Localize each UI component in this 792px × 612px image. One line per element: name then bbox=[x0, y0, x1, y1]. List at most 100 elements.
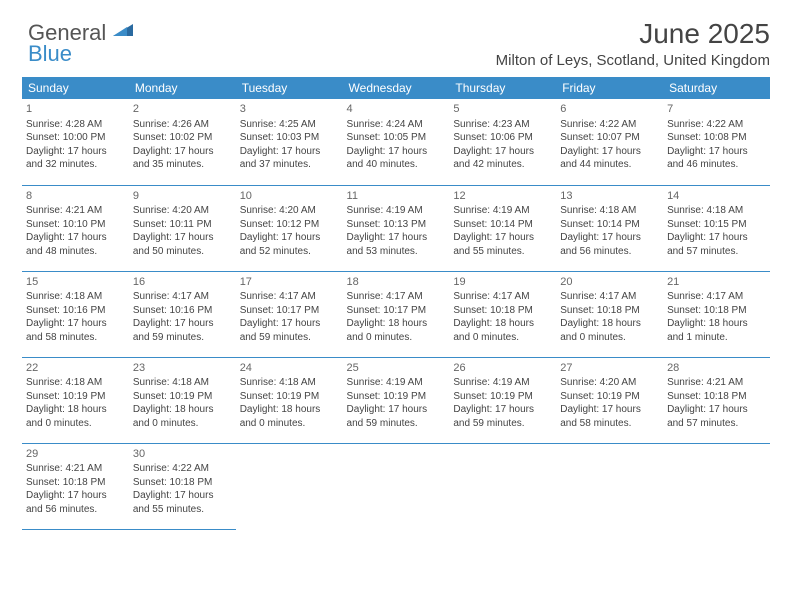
daylight-text: Daylight: 17 hours and 48 minutes. bbox=[26, 231, 125, 258]
calendar-cell: 16Sunrise: 4:17 AMSunset: 10:16 PMDaylig… bbox=[129, 271, 236, 357]
calendar-cell: 27Sunrise: 4:20 AMSunset: 10:19 PMDaylig… bbox=[556, 357, 663, 443]
sunset-text: Sunset: 10:19 PM bbox=[240, 390, 339, 404]
sunrise-text: Sunrise: 4:18 AM bbox=[240, 376, 339, 390]
sunset-text: Sunset: 10:14 PM bbox=[453, 218, 552, 232]
calendar-table: Sunday Monday Tuesday Wednesday Thursday… bbox=[22, 77, 770, 530]
daylight-text: Daylight: 17 hours and 37 minutes. bbox=[240, 145, 339, 172]
sunrise-text: Sunrise: 4:22 AM bbox=[560, 118, 659, 132]
sunrise-text: Sunrise: 4:18 AM bbox=[26, 290, 125, 304]
sunset-text: Sunset: 10:16 PM bbox=[133, 304, 232, 318]
calendar-cell: 8Sunrise: 4:21 AMSunset: 10:10 PMDayligh… bbox=[22, 185, 129, 271]
calendar-cell: 15Sunrise: 4:18 AMSunset: 10:16 PMDaylig… bbox=[22, 271, 129, 357]
sunrise-text: Sunrise: 4:20 AM bbox=[560, 376, 659, 390]
calendar-cell: 18Sunrise: 4:17 AMSunset: 10:17 PMDaylig… bbox=[343, 271, 450, 357]
daylight-text: Daylight: 17 hours and 57 minutes. bbox=[667, 403, 766, 430]
calendar-cell: 7Sunrise: 4:22 AMSunset: 10:08 PMDayligh… bbox=[663, 99, 770, 185]
sunset-text: Sunset: 10:15 PM bbox=[667, 218, 766, 232]
day-number: 22 bbox=[26, 361, 125, 376]
daylight-text: Daylight: 17 hours and 58 minutes. bbox=[560, 403, 659, 430]
calendar-cell: 17Sunrise: 4:17 AMSunset: 10:17 PMDaylig… bbox=[236, 271, 343, 357]
calendar-cell: 3Sunrise: 4:25 AMSunset: 10:03 PMDayligh… bbox=[236, 99, 343, 185]
sunrise-text: Sunrise: 4:22 AM bbox=[667, 118, 766, 132]
daylight-text: Daylight: 18 hours and 0 minutes. bbox=[240, 403, 339, 430]
day-number: 18 bbox=[347, 275, 446, 290]
sunrise-text: Sunrise: 4:25 AM bbox=[240, 118, 339, 132]
weekday-header: Sunday bbox=[22, 77, 129, 99]
sunrise-text: Sunrise: 4:18 AM bbox=[133, 376, 232, 390]
calendar-cell: 2Sunrise: 4:26 AMSunset: 10:02 PMDayligh… bbox=[129, 99, 236, 185]
sunset-text: Sunset: 10:12 PM bbox=[240, 218, 339, 232]
sunset-text: Sunset: 10:19 PM bbox=[560, 390, 659, 404]
sunrise-text: Sunrise: 4:17 AM bbox=[453, 290, 552, 304]
calendar-cell: 4Sunrise: 4:24 AMSunset: 10:05 PMDayligh… bbox=[343, 99, 450, 185]
day-number: 21 bbox=[667, 275, 766, 290]
sunrise-text: Sunrise: 4:28 AM bbox=[26, 118, 125, 132]
calendar-row: 8Sunrise: 4:21 AMSunset: 10:10 PMDayligh… bbox=[22, 185, 770, 271]
daylight-text: Daylight: 18 hours and 0 minutes. bbox=[453, 317, 552, 344]
calendar-cell: 5Sunrise: 4:23 AMSunset: 10:06 PMDayligh… bbox=[449, 99, 556, 185]
day-number: 10 bbox=[240, 189, 339, 204]
daylight-text: Daylight: 17 hours and 55 minutes. bbox=[453, 231, 552, 258]
calendar-cell: 24Sunrise: 4:18 AMSunset: 10:19 PMDaylig… bbox=[236, 357, 343, 443]
sunrise-text: Sunrise: 4:21 AM bbox=[26, 462, 125, 476]
sunset-text: Sunset: 10:18 PM bbox=[26, 476, 125, 490]
day-number: 1 bbox=[26, 102, 125, 117]
day-number: 14 bbox=[667, 189, 766, 204]
calendar-cell: 28Sunrise: 4:21 AMSunset: 10:18 PMDaylig… bbox=[663, 357, 770, 443]
weekday-header: Tuesday bbox=[236, 77, 343, 99]
sunrise-text: Sunrise: 4:18 AM bbox=[26, 376, 125, 390]
daylight-text: Daylight: 17 hours and 59 minutes. bbox=[133, 317, 232, 344]
day-number: 23 bbox=[133, 361, 232, 376]
sunset-text: Sunset: 10:19 PM bbox=[453, 390, 552, 404]
sunrise-text: Sunrise: 4:17 AM bbox=[560, 290, 659, 304]
day-number: 28 bbox=[667, 361, 766, 376]
day-number: 6 bbox=[560, 102, 659, 117]
daylight-text: Daylight: 17 hours and 52 minutes. bbox=[240, 231, 339, 258]
sunrise-text: Sunrise: 4:17 AM bbox=[133, 290, 232, 304]
weekday-header: Saturday bbox=[663, 77, 770, 99]
calendar-cell: 1Sunrise: 4:28 AMSunset: 10:00 PMDayligh… bbox=[22, 99, 129, 185]
sunset-text: Sunset: 10:18 PM bbox=[667, 390, 766, 404]
daylight-text: Daylight: 17 hours and 59 minutes. bbox=[347, 403, 446, 430]
sunrise-text: Sunrise: 4:23 AM bbox=[453, 118, 552, 132]
day-number: 9 bbox=[133, 189, 232, 204]
sunrise-text: Sunrise: 4:20 AM bbox=[240, 204, 339, 218]
day-number: 26 bbox=[453, 361, 552, 376]
logo-triangle-icon bbox=[113, 22, 133, 41]
sunrise-text: Sunrise: 4:24 AM bbox=[347, 118, 446, 132]
calendar-cell: 23Sunrise: 4:18 AMSunset: 10:19 PMDaylig… bbox=[129, 357, 236, 443]
day-number: 16 bbox=[133, 275, 232, 290]
sunrise-text: Sunrise: 4:22 AM bbox=[133, 462, 232, 476]
daylight-text: Daylight: 17 hours and 57 minutes. bbox=[667, 231, 766, 258]
day-number: 3 bbox=[240, 102, 339, 117]
day-number: 25 bbox=[347, 361, 446, 376]
calendar-cell: 10Sunrise: 4:20 AMSunset: 10:12 PMDaylig… bbox=[236, 185, 343, 271]
daylight-text: Daylight: 17 hours and 55 minutes. bbox=[133, 489, 232, 516]
daylight-text: Daylight: 18 hours and 0 minutes. bbox=[26, 403, 125, 430]
day-number: 11 bbox=[347, 189, 446, 204]
sunrise-text: Sunrise: 4:19 AM bbox=[453, 376, 552, 390]
sunrise-text: Sunrise: 4:21 AM bbox=[667, 376, 766, 390]
sunset-text: Sunset: 10:08 PM bbox=[667, 131, 766, 145]
daylight-text: Daylight: 17 hours and 56 minutes. bbox=[26, 489, 125, 516]
day-number: 20 bbox=[560, 275, 659, 290]
day-number: 7 bbox=[667, 102, 766, 117]
sunset-text: Sunset: 10:17 PM bbox=[240, 304, 339, 318]
calendar-cell: 26Sunrise: 4:19 AMSunset: 10:19 PMDaylig… bbox=[449, 357, 556, 443]
daylight-text: Daylight: 17 hours and 58 minutes. bbox=[26, 317, 125, 344]
calendar-cell: 19Sunrise: 4:17 AMSunset: 10:18 PMDaylig… bbox=[449, 271, 556, 357]
daylight-text: Daylight: 17 hours and 59 minutes. bbox=[453, 403, 552, 430]
daylight-text: Daylight: 17 hours and 50 minutes. bbox=[133, 231, 232, 258]
calendar-cell: 9Sunrise: 4:20 AMSunset: 10:11 PMDayligh… bbox=[129, 185, 236, 271]
daylight-text: Daylight: 18 hours and 0 minutes. bbox=[560, 317, 659, 344]
daylight-text: Daylight: 18 hours and 1 minute. bbox=[667, 317, 766, 344]
sunset-text: Sunset: 10:14 PM bbox=[560, 218, 659, 232]
daylight-text: Daylight: 17 hours and 32 minutes. bbox=[26, 145, 125, 172]
day-number: 30 bbox=[133, 447, 232, 462]
sunset-text: Sunset: 10:18 PM bbox=[133, 476, 232, 490]
sunset-text: Sunset: 10:18 PM bbox=[667, 304, 766, 318]
sunset-text: Sunset: 10:13 PM bbox=[347, 218, 446, 232]
calendar-cell: 21Sunrise: 4:17 AMSunset: 10:18 PMDaylig… bbox=[663, 271, 770, 357]
sunrise-text: Sunrise: 4:19 AM bbox=[453, 204, 552, 218]
daylight-text: Daylight: 17 hours and 35 minutes. bbox=[133, 145, 232, 172]
